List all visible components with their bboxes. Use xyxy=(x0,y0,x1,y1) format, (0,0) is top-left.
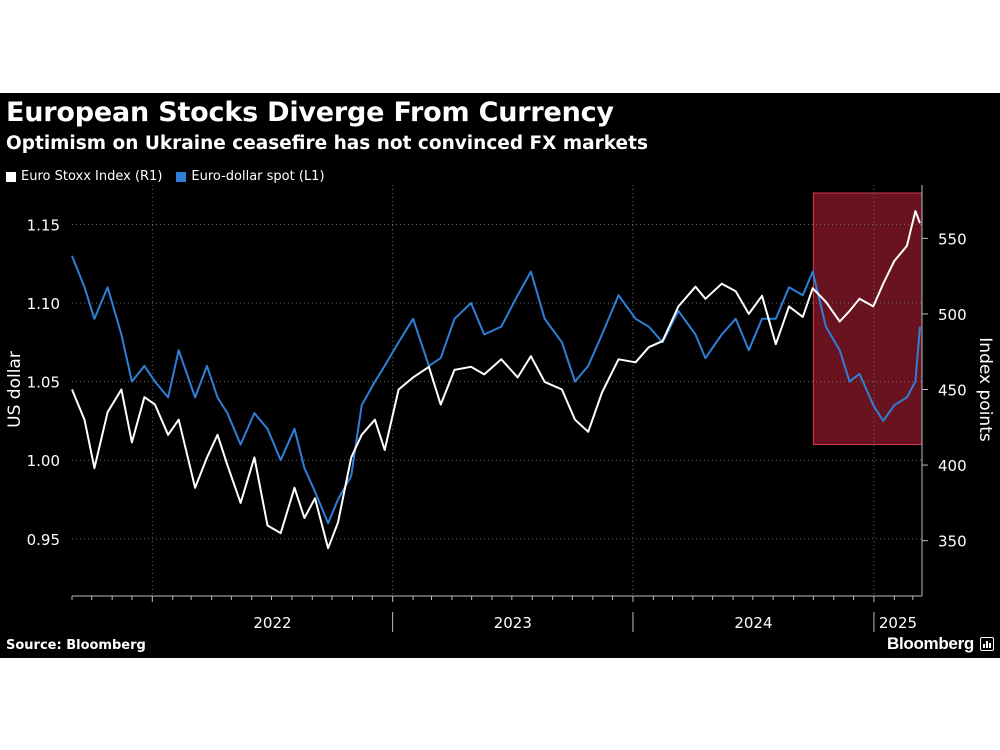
y-right-tick-label: 350 xyxy=(938,533,967,551)
y-left-tick-label: 0.95 xyxy=(27,531,60,549)
y-right-axis-title: Index points xyxy=(975,337,995,442)
legend-label-euro-stoxx: Euro Stoxx Index (R1) xyxy=(21,169,163,184)
y-left-tick-label: 1.00 xyxy=(27,452,60,470)
source-note: Source: Bloomberg xyxy=(6,638,146,653)
brand-wordmark: Bloomberg xyxy=(886,634,974,653)
y-left-axis-title: US dollar xyxy=(5,351,25,428)
y-right-tick-label: 500 xyxy=(938,306,967,324)
x-tick-label: 2023 xyxy=(494,614,532,632)
y-left-tick-label: 1.05 xyxy=(27,374,60,392)
legend-item-euro-dollar: Euro-dollar spot (L1) xyxy=(176,169,325,184)
y-right-tick-label: 400 xyxy=(938,457,967,475)
x-tick-label: 2024 xyxy=(734,614,772,632)
series-line-euro-stoxx xyxy=(71,210,921,550)
y-left-tick-label: 1.15 xyxy=(27,216,60,234)
line-chart: 0.95 1.00 1.05 1.10 1.15 350 400 450 500 550 2022 2… xyxy=(5,185,995,632)
legend-swatch-euro-dollar xyxy=(176,171,187,182)
x-tick-label: 2025 xyxy=(879,614,917,632)
y-right-tick-label: 450 xyxy=(938,382,967,400)
y-right-tick-label: 550 xyxy=(938,230,967,248)
legend-swatch-euro-stoxx xyxy=(6,171,16,182)
legend-label-euro-dollar: Euro-dollar spot (L1) xyxy=(191,169,325,184)
x-tick-label: 2022 xyxy=(253,614,291,632)
highlight-region xyxy=(812,192,923,446)
brand: Bloomberg xyxy=(887,634,994,654)
legend: Euro Stoxx Index (R1) Euro-dollar spot (… xyxy=(6,169,325,184)
chart-title: European Stocks Diverge From Currency xyxy=(6,97,614,128)
bloomberg-logo-icon xyxy=(980,637,994,651)
legend-item-euro-stoxx: Euro Stoxx Index (R1) xyxy=(6,169,162,184)
y-left-tick-label: 1.10 xyxy=(27,295,60,313)
series-line-euro-dollar xyxy=(71,255,921,525)
chart-subtitle: Optimism on Ukraine ceasefire has not co… xyxy=(6,133,648,154)
chart-panel: European Stocks Diverge From Currency Op… xyxy=(0,93,1000,658)
